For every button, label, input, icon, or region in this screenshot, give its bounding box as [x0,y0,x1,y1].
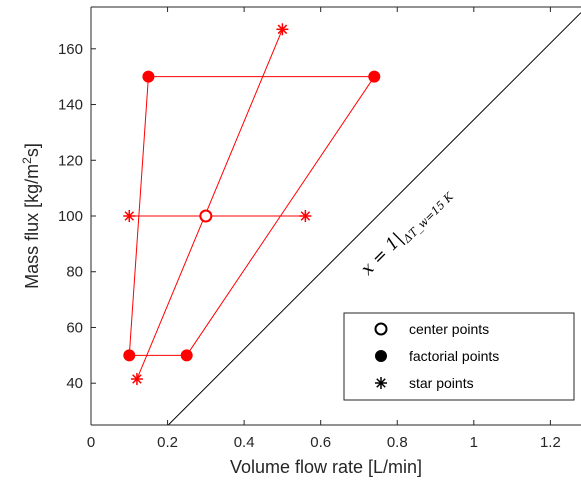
factorial-point [123,349,136,362]
x-tick-label: 0.6 [310,434,331,451]
design-line [136,29,283,380]
y-tick-label: 140 [58,97,83,114]
x-tick-label: 1 [470,434,478,451]
star-point [276,23,289,36]
y-axis-label-tail: s] [22,143,42,157]
y-tick-label: 160 [58,41,83,58]
center-point [199,209,213,223]
x-tick-label: 0.4 [234,434,255,451]
y-tick-label: 120 [58,152,83,169]
factorial-point [368,70,381,83]
legend-factorial-marker [375,350,387,362]
y-tick-label: 40 [66,375,83,392]
star-point [123,210,136,222]
star-point [130,373,143,386]
y-axis-label-sup: 2 [20,157,34,164]
legend: center points factorial points star points [343,312,575,401]
x-axis-label: Volume flow rate [L/min] [230,457,422,477]
y-tick-label: 100 [58,208,83,225]
legend-star-marker [375,377,387,389]
factorial-point [180,349,193,362]
y-tick-label: 80 [66,264,83,281]
y-tick-label: 60 [66,319,83,336]
factorial-point [142,70,155,83]
legend-entry-label: star points [409,375,474,391]
x-tick-label: 0 [87,434,95,451]
boundary-line [167,12,581,425]
legend-center-marker [374,322,388,336]
x-tick-label: 1.2 [540,434,561,451]
x-tick-label: 0.2 [157,434,178,451]
legend-entry-label: factorial points [409,348,499,364]
star-point [299,210,312,222]
y-axis-label-main: Mass flux [kg/m [22,164,42,289]
x-tick-label: 0.8 [387,434,408,451]
y-axis-label: Mass flux [kg/m2s] [20,143,42,289]
legend-entry-label: center points [409,321,489,337]
